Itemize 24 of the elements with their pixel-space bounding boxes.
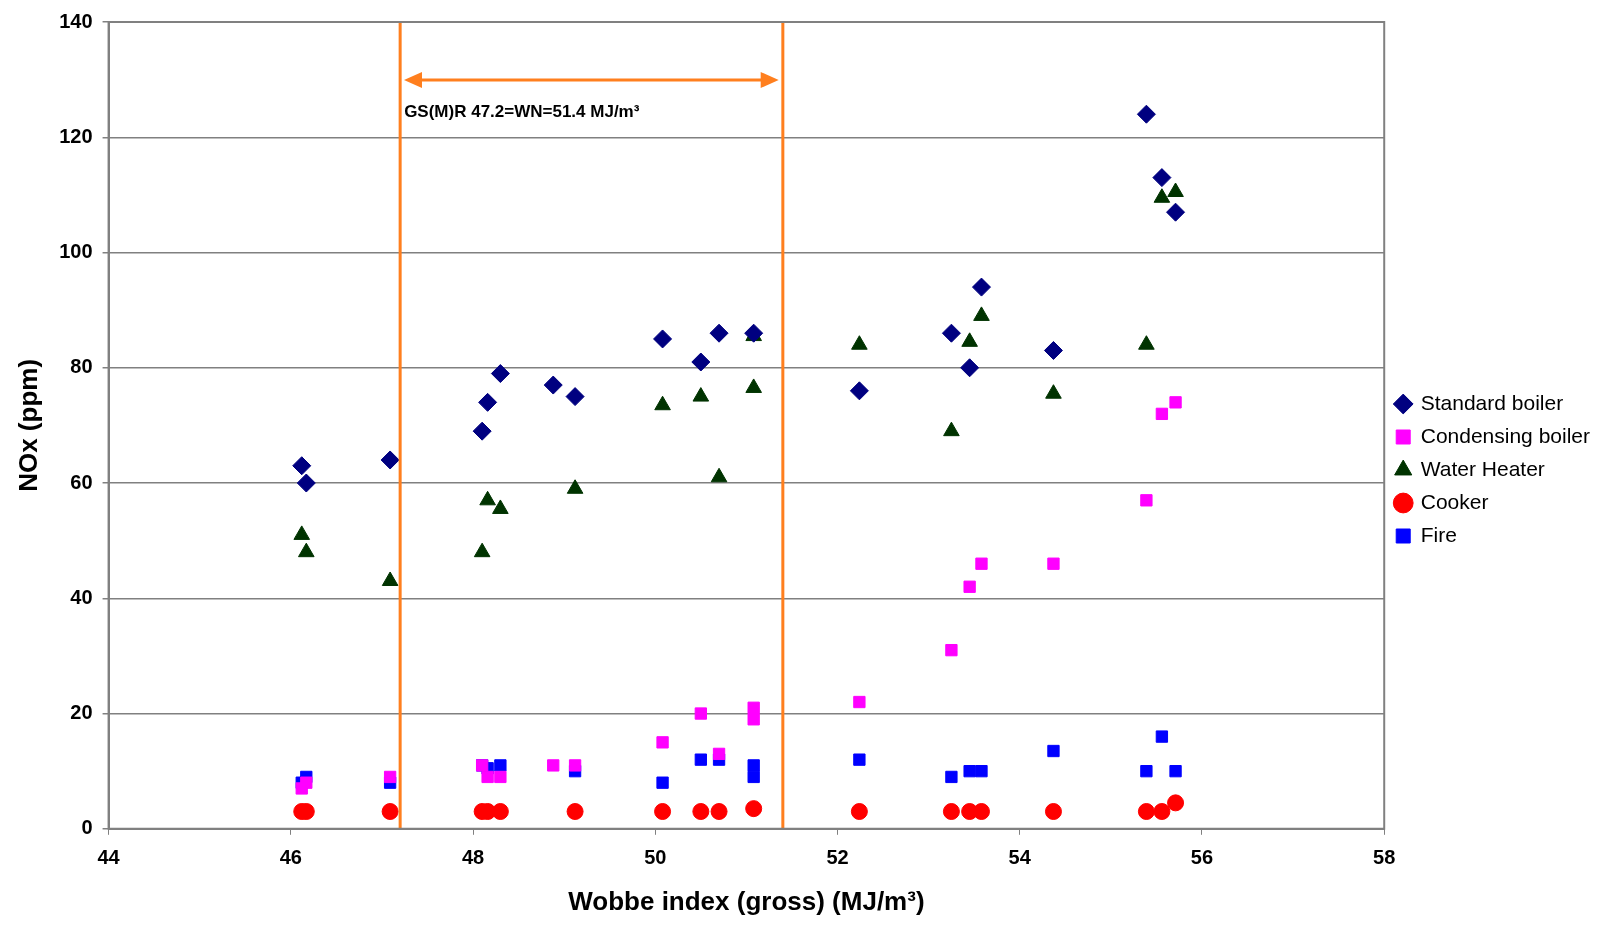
- x-tick-label: 44: [97, 846, 121, 869]
- x-axis-title: Wobbe index (gross) (MJ/m³): [568, 885, 925, 916]
- y-tick-label: 100: [59, 240, 93, 263]
- legend-label: Standard boiler: [1420, 390, 1564, 414]
- x-tick-label: 56: [1190, 846, 1214, 869]
- annotation: GS(M)R 47.2=WN=51.4 MJ/m³: [404, 102, 640, 123]
- x-tick-label: 58: [1373, 846, 1396, 869]
- x-tick-label: 52: [826, 846, 849, 869]
- legend-label: Water Heater: [1420, 456, 1545, 480]
- x-tick-label: 54: [1008, 846, 1032, 869]
- y-tick-label: 80: [70, 355, 93, 378]
- y-tick-label: 60: [70, 470, 93, 493]
- x-tick-label: 46: [279, 846, 302, 869]
- x-tick-label: 50: [644, 846, 667, 869]
- y-tick-label: 40: [70, 585, 93, 608]
- y-tick-label: 120: [59, 124, 93, 147]
- legend-label: Cooker: [1420, 489, 1489, 513]
- y-axis-title: NOx (ppm): [12, 358, 43, 492]
- y-tick-label: 0: [81, 816, 93, 839]
- y-tick-label: 20: [70, 701, 93, 724]
- y-tick-label: 140: [59, 9, 93, 32]
- legend-label: Fire: [1420, 522, 1457, 546]
- legend-label: Condensing boiler: [1420, 423, 1591, 447]
- x-tick-label: 48: [461, 846, 485, 869]
